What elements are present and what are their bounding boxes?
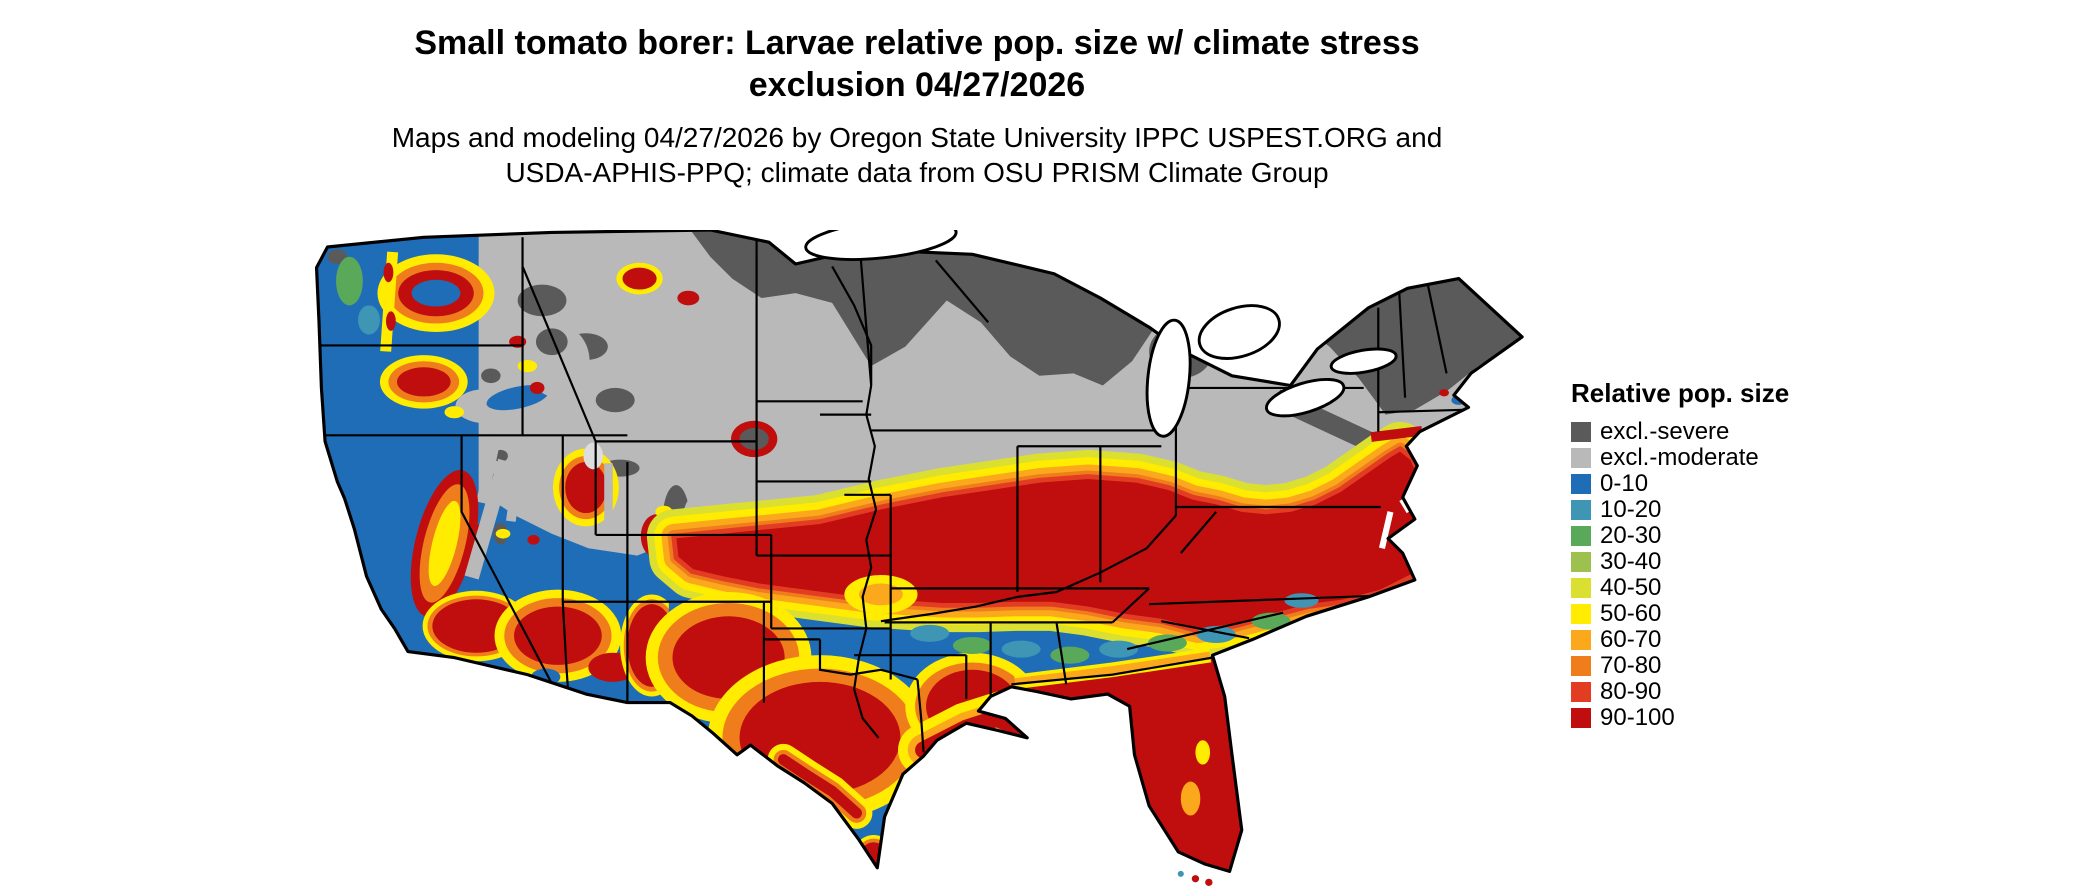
legend-swatch-90-100-icon — [1571, 708, 1591, 728]
legend-swatch-10-20-icon — [1571, 500, 1591, 520]
legend-swatch-0-10-icon — [1571, 474, 1591, 494]
legend-label: 80-90 — [1600, 678, 1662, 705]
southeast-speckles — [910, 389, 1467, 664]
legend-swatch-70-80-icon — [1571, 656, 1591, 676]
legend-title: Relative pop. size — [1571, 378, 1790, 408]
legend-item: 50-60 — [1571, 601, 1871, 627]
legend-label: 60-70 — [1600, 626, 1662, 653]
lake-huron — [1197, 304, 1281, 360]
legend-item: 20-30 — [1571, 523, 1871, 549]
legend-swatch-20-30-icon — [1571, 526, 1591, 546]
lake-ontario — [1329, 347, 1398, 375]
subtitle-line-2: USDA-APHIS-PPQ; climate data from OSU PR… — [505, 157, 1329, 188]
legend-label: excl.-moderate — [1600, 444, 1759, 471]
legend-swatch-30-40-icon — [1571, 552, 1591, 572]
legend-label: excl.-severe — [1600, 418, 1730, 445]
legend-label: 20-30 — [1600, 522, 1662, 549]
legend-swatch-80-90-icon — [1571, 682, 1591, 702]
us-map-svg — [314, 230, 1524, 886]
legend-swatch-60-70-icon — [1571, 630, 1591, 650]
florida-keys — [1177, 870, 1213, 886]
legend-label: 0-10 — [1600, 470, 1649, 497]
legend-item: 30-40 — [1571, 549, 1871, 575]
legend-item: excl.-moderate — [1571, 445, 1871, 471]
title-line-1: Small tomato borer: Larvae relative pop.… — [414, 24, 1420, 62]
us-outline — [314, 230, 1524, 874]
page-subtitle: Maps and modeling 04/27/2026 by Oregon S… — [0, 120, 1834, 190]
legend-swatch-50-60-icon — [1571, 604, 1591, 624]
legend-item: 0-10 — [1571, 471, 1871, 497]
title-line-2: exclusion 04/27/2026 — [748, 66, 1086, 104]
legend-label: 90-100 — [1600, 704, 1675, 731]
legend-item: 40-50 — [1571, 575, 1871, 601]
legend-item: 90-100 — [1571, 705, 1871, 731]
great-lakes — [804, 230, 1398, 438]
legend-swatch-excl-severe-icon — [1571, 422, 1591, 442]
water-details — [583, 442, 1411, 549]
legend-item: excl.-severe — [1571, 419, 1871, 445]
page-title: Small tomato borer: Larvae relative pop.… — [0, 22, 1834, 106]
lake-erie — [1264, 377, 1346, 418]
legend-swatch-excl-moderate-icon — [1571, 448, 1591, 468]
legend-item: 60-70 — [1571, 627, 1871, 653]
legend-item: 70-80 — [1571, 653, 1871, 679]
state-borders — [317, 230, 1464, 758]
legend-label: 50-60 — [1600, 600, 1662, 627]
legend-label: 70-80 — [1600, 652, 1662, 679]
legend-item: 80-90 — [1571, 679, 1871, 705]
subtitle-line-1: Maps and modeling 04/27/2026 by Oregon S… — [391, 122, 1443, 153]
map-legend: Relative pop. size excl.-severe excl.-mo… — [1571, 378, 1871, 731]
lake-michigan — [1145, 318, 1192, 438]
legend-label: 40-50 — [1600, 574, 1662, 601]
legend-label: 30-40 — [1600, 548, 1662, 575]
us-map — [308, 230, 1527, 886]
legend-item: 10-20 — [1571, 497, 1871, 523]
legend-swatch-40-50-icon — [1571, 578, 1591, 598]
lake-superior — [804, 230, 958, 261]
legend-label: 10-20 — [1600, 496, 1662, 523]
